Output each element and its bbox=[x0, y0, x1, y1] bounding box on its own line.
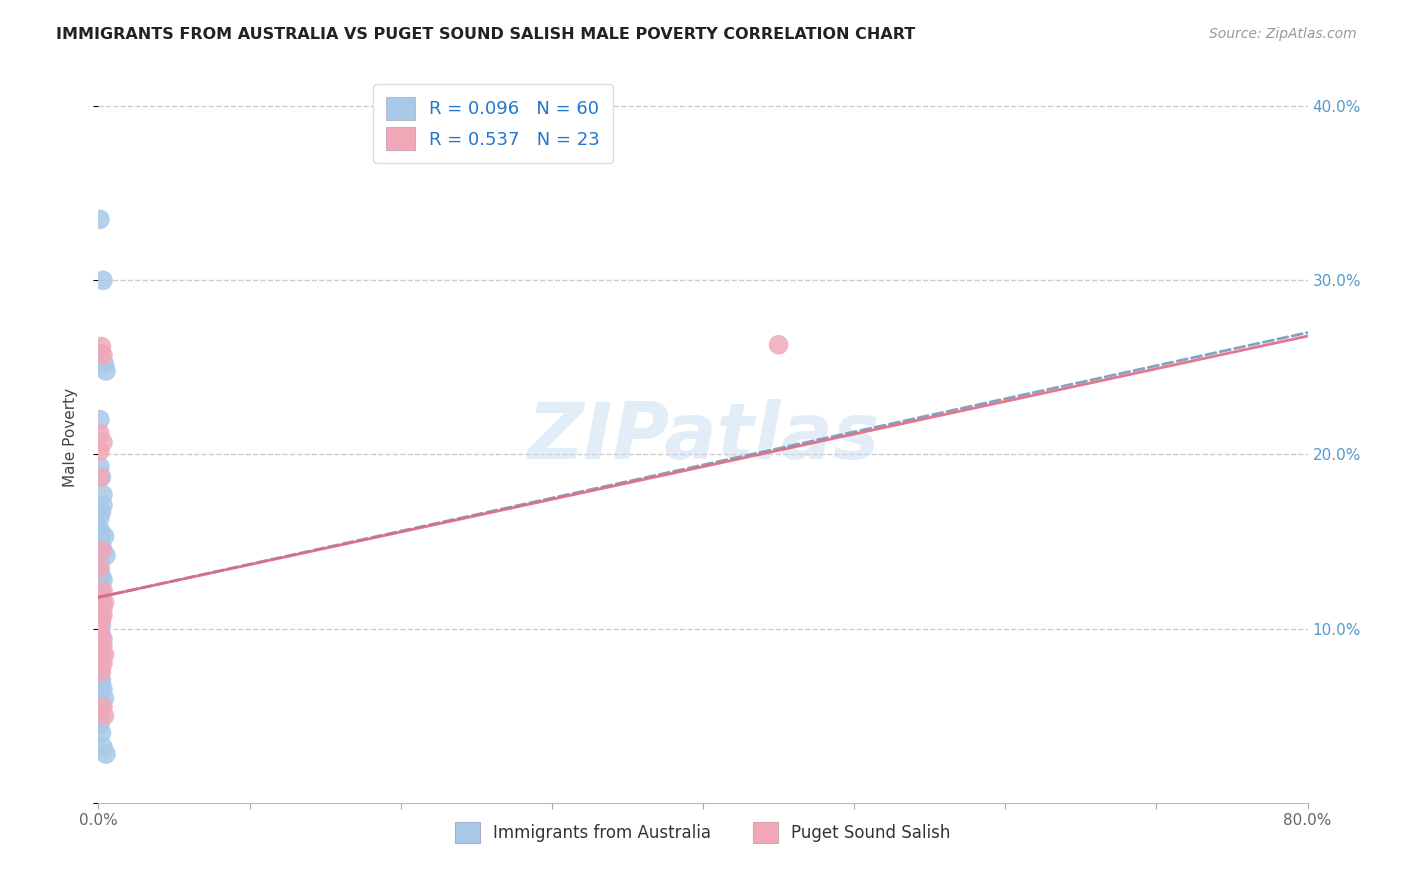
Point bbox=[89, 412, 111, 426]
Point bbox=[90, 629, 112, 643]
Point bbox=[90, 527, 112, 541]
Point bbox=[89, 615, 111, 629]
Point bbox=[90, 613, 112, 627]
Point bbox=[89, 639, 111, 653]
Point bbox=[91, 700, 114, 714]
Point bbox=[91, 487, 114, 501]
Point bbox=[93, 595, 115, 609]
Point bbox=[89, 635, 111, 649]
Point bbox=[90, 611, 112, 625]
Text: IMMIGRANTS FROM AUSTRALIA VS PUGET SOUND SALISH MALE POVERTY CORRELATION CHART: IMMIGRANTS FROM AUSTRALIA VS PUGET SOUND… bbox=[56, 27, 915, 42]
Point bbox=[89, 585, 111, 599]
Point bbox=[89, 444, 111, 458]
Point bbox=[90, 582, 112, 596]
Point bbox=[89, 717, 111, 731]
Point bbox=[90, 673, 112, 688]
Point bbox=[89, 578, 111, 592]
Point bbox=[91, 498, 114, 512]
Point bbox=[89, 708, 111, 723]
Point bbox=[90, 665, 112, 680]
Y-axis label: Male Poverty: Male Poverty bbox=[63, 387, 77, 487]
Point bbox=[89, 600, 111, 615]
Point bbox=[93, 357, 115, 371]
Point bbox=[89, 607, 111, 622]
Point bbox=[89, 646, 111, 660]
Point bbox=[89, 657, 111, 671]
Point bbox=[90, 594, 112, 608]
Point bbox=[89, 642, 111, 657]
Point bbox=[91, 543, 114, 558]
Point bbox=[91, 600, 114, 615]
Point bbox=[93, 708, 115, 723]
Point bbox=[89, 564, 111, 578]
Point bbox=[90, 649, 112, 664]
Point bbox=[89, 604, 111, 618]
Text: Source: ZipAtlas.com: Source: ZipAtlas.com bbox=[1209, 27, 1357, 41]
Point bbox=[94, 747, 117, 761]
Point bbox=[90, 543, 112, 558]
Point bbox=[89, 660, 111, 674]
Point bbox=[91, 348, 114, 362]
Point bbox=[90, 569, 112, 583]
Point bbox=[89, 665, 111, 680]
Point bbox=[89, 459, 111, 474]
Point bbox=[89, 212, 111, 227]
Point bbox=[89, 700, 111, 714]
Point bbox=[94, 364, 117, 378]
Point bbox=[90, 505, 112, 519]
Point bbox=[90, 677, 112, 691]
Point bbox=[90, 339, 112, 353]
Point bbox=[89, 522, 111, 536]
Point bbox=[89, 653, 111, 667]
Point bbox=[91, 639, 114, 653]
Point bbox=[89, 625, 111, 640]
Point bbox=[89, 625, 111, 640]
Point bbox=[91, 583, 114, 598]
Point bbox=[91, 573, 114, 587]
Point bbox=[90, 726, 112, 740]
Point bbox=[768, 338, 790, 352]
Point bbox=[89, 426, 111, 441]
Point bbox=[90, 591, 112, 605]
Point bbox=[89, 534, 111, 549]
Point bbox=[91, 682, 114, 697]
Point bbox=[91, 657, 114, 671]
Point bbox=[89, 510, 111, 524]
Point bbox=[89, 622, 111, 636]
Legend: Immigrants from Australia, Puget Sound Salish: Immigrants from Australia, Puget Sound S… bbox=[449, 815, 957, 849]
Point bbox=[91, 273, 114, 287]
Point bbox=[91, 740, 114, 755]
Point bbox=[90, 631, 112, 645]
Point bbox=[90, 591, 112, 605]
Point bbox=[89, 597, 111, 611]
Point bbox=[89, 560, 111, 574]
Point bbox=[89, 670, 111, 684]
Point bbox=[93, 691, 115, 706]
Point bbox=[89, 556, 111, 570]
Point bbox=[90, 538, 112, 552]
Point bbox=[90, 470, 112, 484]
Point bbox=[89, 589, 111, 603]
Point bbox=[89, 346, 111, 360]
Point bbox=[93, 529, 115, 543]
Point bbox=[94, 549, 117, 563]
Point bbox=[91, 435, 114, 450]
Point bbox=[91, 607, 114, 622]
Point bbox=[93, 648, 115, 662]
Point bbox=[91, 632, 114, 646]
Text: ZIPatlas: ZIPatlas bbox=[527, 399, 879, 475]
Point bbox=[89, 470, 111, 484]
Point bbox=[90, 618, 112, 632]
